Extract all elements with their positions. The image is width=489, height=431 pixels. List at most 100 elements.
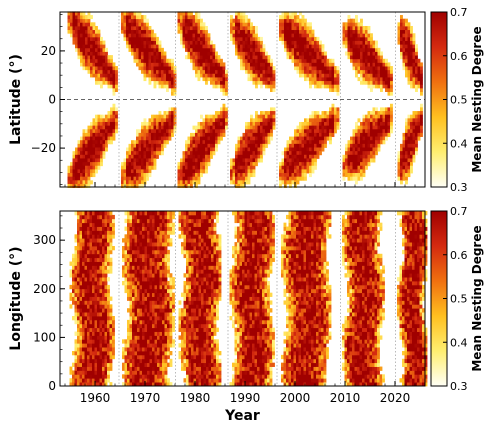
longitude-heatmap-cell (124, 249, 128, 255)
latitude-heatmap-cell (133, 151, 137, 156)
latitude-heatmap-cell (402, 36, 406, 41)
latitude-heatmap-cell (272, 114, 276, 119)
longitude-heatmap-cell (169, 358, 173, 364)
latitude-heatmap-cell (177, 11, 181, 16)
latitude-heatmap-cell (352, 66, 356, 71)
longitude-heatmap-cell (94, 316, 98, 321)
latitude-heatmap-cell (360, 162, 363, 167)
latitude-heatmap-cell (326, 114, 330, 119)
latitude-heatmap-cell (230, 176, 233, 181)
latitude-heatmap-cell (382, 58, 386, 63)
latitude-heatmap-cell (257, 132, 261, 137)
latitude-heatmap-cell (240, 183, 243, 189)
latitude-heatmap-cell (207, 55, 211, 60)
longitude-heatmap-cell (149, 246, 153, 251)
latitude-heatmap-cell (207, 158, 211, 163)
latitude-heatmap-cell (136, 158, 139, 163)
longitude-heatmap-cell (122, 374, 125, 379)
latitude-heatmap-cell (202, 22, 206, 27)
latitude-heatmap-cell (153, 80, 157, 85)
latitude-heatmap-cell (370, 80, 373, 85)
latitude-heatmap-cell (420, 91, 423, 96)
latitude-heatmap-cell (128, 44, 132, 49)
latitude-heatmap-cell (185, 44, 188, 49)
longitude-heatmap-cell (127, 296, 130, 301)
longitude-heatmap-cell (137, 242, 140, 247)
latitude-heatmap-cell (195, 55, 198, 60)
latitude-heatmap-cell (360, 58, 363, 63)
latitude-heatmap-cell (82, 66, 86, 71)
latitude-heatmap-cell (131, 151, 134, 156)
latitude-heatmap-cell (107, 77, 111, 82)
latitude-heatmap-cell (100, 80, 103, 85)
longitude-heatmap-cell (79, 265, 83, 270)
longitude-heatmap-cell (77, 230, 80, 235)
latitude-heatmap-cell (192, 143, 196, 148)
latitude-heatmap-cell (168, 118, 172, 123)
latitude-heatmap-cell (210, 136, 213, 141)
latitude-heatmap-cell (296, 33, 300, 38)
latitude-heatmap-cell (202, 51, 206, 56)
latitude-heatmap-cell (402, 140, 406, 145)
latitude-heatmap-cell (190, 162, 193, 167)
latitude-heatmap-cell (372, 69, 376, 74)
longitude-heatmap-cell (129, 335, 133, 340)
latitude-heatmap-cell (242, 33, 246, 38)
latitude-heatmap-cell (92, 33, 96, 38)
latitude-heatmap-cell (143, 15, 147, 20)
latitude-heatmap-cell (151, 44, 154, 49)
latitude-panel: 200−20 Latitude (°) (8, 11, 426, 189)
longitude-heatmap-cell (157, 308, 160, 313)
longitude-heatmap-cell (79, 339, 83, 344)
longitude-heatmap-cell (87, 257, 90, 262)
longitude-heatmap-cell (124, 234, 128, 239)
longitude-heatmap-cell (104, 323, 108, 329)
longitude-heatmap-cell (84, 211, 88, 216)
longitude-heatmap-cell (92, 214, 95, 220)
latitude-heatmap-cell (309, 125, 312, 130)
latitude-heatmap-cell (360, 29, 363, 34)
latitude-heatmap-cell (200, 47, 203, 52)
longitude-heatmap-cell (154, 331, 158, 336)
latitude-heatmap-cell (291, 151, 295, 156)
latitude-heatmap-cell (237, 25, 241, 31)
latitude-heatmap-cell (151, 129, 154, 134)
latitude-heatmap-cell (80, 143, 83, 148)
latitude-heatmap-cell (402, 51, 406, 56)
latitude-heatmap-cell (156, 77, 159, 82)
latitude-heatmap-cell (319, 58, 322, 63)
longitude-heatmap-cell (149, 284, 153, 290)
longitude-heatmap-cell (129, 238, 133, 243)
latitude-heatmap-cell (390, 121, 393, 127)
latitude-heatmap-cell (262, 62, 266, 67)
latitude-heatmap-cell (284, 176, 287, 181)
latitude-heatmap-cell (195, 18, 198, 23)
longitude-heatmap-cell (157, 288, 160, 294)
latitude-heatmap-cell (148, 143, 152, 148)
longitude-heatmap-cell (162, 319, 165, 325)
latitude-heatmap-cell (171, 77, 174, 82)
latitude-heatmap-cell (143, 33, 147, 38)
latitude-heatmap-cell (75, 15, 78, 20)
latitude-heatmap-cell (210, 58, 213, 63)
longitude-heatmap-cell (74, 316, 78, 321)
latitude-heatmap-cell (304, 36, 307, 41)
latitude-heatmap-cell (350, 154, 353, 159)
latitude-heatmap-cell (415, 58, 418, 63)
latitude-heatmap-cell (331, 129, 335, 134)
longitude-heatmap-cell (109, 226, 113, 231)
latitude-heatmap-cell (281, 29, 285, 34)
longitude-heatmap-cell (87, 292, 90, 297)
latitude-heatmap-cell (286, 51, 290, 56)
longitude-heatmap-cell (147, 312, 150, 317)
latitude-heatmap-cell (250, 125, 253, 130)
longitude-heatmap-cell (74, 347, 78, 352)
latitude-heatmap-cell (255, 29, 258, 34)
latitude-heatmap-cell (240, 18, 243, 23)
latitude-heatmap-cell (153, 118, 157, 123)
latitude-heatmap-cell (110, 73, 113, 78)
latitude-heatmap-cell (319, 80, 322, 85)
longitude-heatmap-cell (84, 354, 88, 360)
latitude-heatmap-cell (136, 132, 139, 137)
longitude-heatmap-cell (132, 312, 135, 317)
